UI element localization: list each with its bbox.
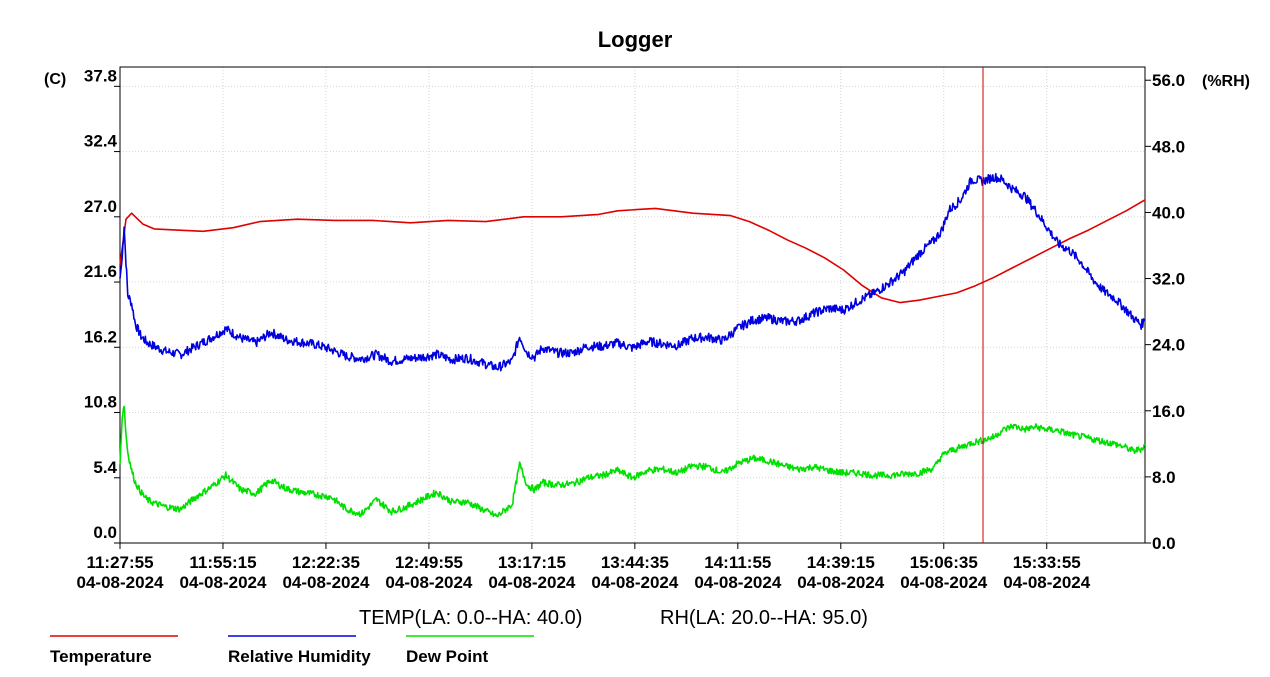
x-axis-ticks: 11:27:5504-08-202411:55:1504-08-202412:2… [77, 543, 1091, 592]
right-axis-unit: (%RH) [1202, 73, 1250, 90]
right-tick-label: 0.0 [1152, 534, 1176, 553]
x-tick-date: 04-08-2024 [694, 573, 782, 592]
left-axis-ticks: 0.0 5.4 10.8 16.2 21.6 27.0 32.4 37.8 [84, 66, 120, 544]
series-line-temperature [119, 199, 1146, 304]
left-tick-label: 37.8 [84, 66, 117, 85]
x-tick-date: 04-08-2024 [385, 573, 473, 592]
x-tick-time: 15:06:35 [910, 553, 978, 572]
rh-alarm-limits: RH(LA: 20.0--HA: 95.0) [660, 607, 868, 629]
right-tick-label: 24.0 [1152, 336, 1185, 355]
x-tick-date: 04-08-2024 [488, 573, 576, 592]
left-tick-label: 32.4 [84, 132, 118, 151]
left-tick-label: 10.8 [84, 393, 117, 412]
x-tick-time: 14:39:15 [807, 553, 875, 572]
x-tick-time: 15:33:55 [1013, 553, 1081, 572]
right-axis-ticks: 0.0 8.0 16.0 24.0 32.0 40.0 48.0 56.0 [1145, 71, 1185, 553]
right-tick-label: 8.0 [1152, 468, 1176, 487]
series-line-dew-point [119, 405, 1146, 518]
left-tick-label: 21.6 [84, 262, 117, 281]
x-tick-date: 04-08-2024 [77, 573, 165, 592]
right-tick-label: 32.0 [1152, 270, 1185, 289]
x-tick-time: 11:55:15 [189, 553, 256, 572]
temp-alarm-limits: TEMP(LA: 0.0--HA: 40.0) [359, 607, 582, 629]
plot-frame [119, 66, 1146, 544]
series-line-relative-humidity [119, 172, 1146, 372]
left-axis-unit: (C) [44, 71, 66, 88]
x-tick-time: 12:22:35 [292, 553, 360, 572]
legend-label-temperature: Temperature [50, 647, 152, 666]
x-tick-time: 13:17:15 [498, 553, 566, 572]
x-tick-date: 04-08-2024 [591, 573, 679, 592]
right-tick-label: 48.0 [1152, 137, 1185, 156]
x-tick-date: 04-08-2024 [797, 573, 885, 592]
x-tick-date: 04-08-2024 [282, 573, 370, 592]
x-tick-date: 04-08-2024 [179, 573, 267, 592]
legend: Temperature Relative Humidity Dew Point [50, 635, 534, 666]
right-tick-label: 16.0 [1152, 402, 1185, 421]
left-tick-label: 0.0 [93, 523, 117, 542]
grid [120, 67, 1145, 543]
chart-title: Logger [598, 27, 673, 52]
legend-label-relative-humidity: Relative Humidity [228, 647, 371, 666]
x-tick-time: 12:49:55 [395, 553, 463, 572]
right-tick-label: 56.0 [1152, 71, 1185, 90]
x-tick-date: 04-08-2024 [1003, 573, 1091, 592]
left-tick-label: 16.2 [84, 327, 117, 346]
x-tick-time: 13:44:35 [601, 553, 669, 572]
x-tick-time: 11:27:55 [86, 553, 153, 572]
right-tick-label: 40.0 [1152, 203, 1185, 222]
left-tick-label: 5.4 [93, 458, 117, 477]
series-lines [119, 172, 1146, 518]
left-tick-label: 27.0 [84, 197, 117, 216]
x-tick-date: 04-08-2024 [900, 573, 988, 592]
x-tick-time: 14:11:55 [704, 553, 771, 572]
legend-label-dew-point: Dew Point [406, 647, 489, 666]
